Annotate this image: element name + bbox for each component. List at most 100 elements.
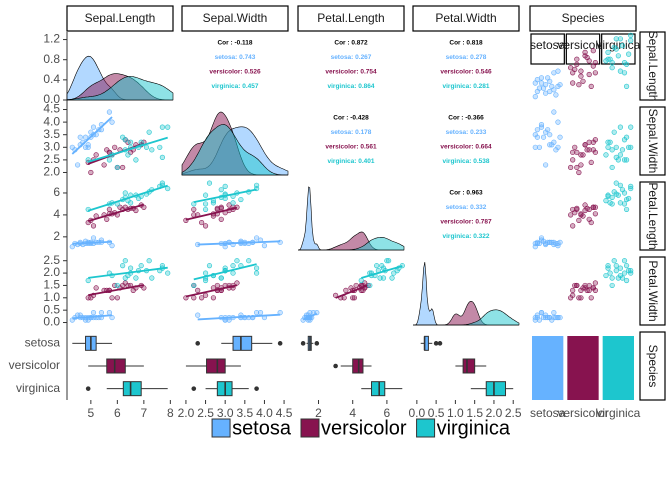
jitter-point	[605, 139, 611, 145]
y-tick-label: 4.5	[43, 102, 60, 116]
scatter-point	[109, 295, 115, 301]
jitter-point	[540, 85, 547, 91]
scatter-point	[386, 258, 392, 264]
scatter-point	[234, 258, 240, 264]
scatter-point	[191, 212, 197, 218]
y-tick-label: 0.8	[43, 52, 60, 66]
box	[352, 358, 364, 374]
jitter-point	[609, 65, 615, 71]
jitter-point	[623, 263, 630, 269]
jitter-point	[611, 189, 617, 195]
jitter-point	[588, 159, 594, 166]
jitter-point	[543, 241, 549, 248]
legend-label: virginica	[437, 417, 511, 439]
strip-label: Petal.Width	[435, 11, 496, 25]
correlation-group: versicolor: 0.754	[325, 69, 377, 76]
scatter-point	[109, 314, 115, 321]
scatter-point	[165, 124, 171, 130]
scatter-point	[202, 270, 209, 276]
jitter-point	[538, 310, 545, 316]
box-outlier	[333, 363, 338, 369]
y-tick-label: 1.2	[43, 32, 60, 46]
jitter-point	[570, 157, 576, 163]
density-area	[298, 237, 405, 251]
scatter-point	[195, 312, 201, 318]
scatter-point	[146, 258, 152, 264]
trend-line	[197, 240, 281, 246]
scatter-point	[159, 180, 165, 186]
jitter-point	[574, 164, 580, 171]
trend-line	[185, 206, 238, 221]
correlation-group: virginica: 0.281	[443, 83, 490, 90]
jitter-point	[576, 217, 582, 223]
scatter-point	[253, 235, 260, 241]
x-tick-label: 0.0	[409, 406, 426, 420]
scatter-point	[90, 124, 97, 130]
jitter-point	[568, 212, 574, 218]
scatter-point	[109, 243, 115, 249]
x-tick-label: 7	[141, 406, 148, 420]
correlation-group: setosa: 0.743	[215, 54, 256, 61]
box-outlier	[85, 386, 91, 391]
x-tick-label: 2.5	[505, 406, 522, 420]
jitter-point	[603, 198, 609, 204]
strip-label: Petal.Length	[317, 11, 384, 25]
scatter-point	[214, 282, 220, 289]
box-outlier	[300, 341, 306, 346]
scatter-point	[367, 282, 373, 289]
correlation-group: versicolor: 0.526	[209, 69, 261, 76]
scatter-point	[133, 275, 139, 281]
jitter-point	[592, 280, 598, 286]
correlation-overall: Cor : 0.872	[334, 40, 368, 47]
box	[371, 381, 386, 397]
scatter-point	[379, 263, 385, 269]
correlation-group: setosa: 0.332	[446, 204, 487, 211]
scatter-point	[202, 292, 209, 298]
scatter-point	[88, 169, 94, 176]
jitter-point	[609, 282, 615, 289]
scatter-point	[202, 192, 209, 198]
scatter-point	[218, 204, 224, 210]
scatter-point	[210, 295, 217, 301]
jitter-point	[540, 134, 547, 140]
correlation-group: setosa: 0.267	[331, 54, 372, 61]
scatter-point	[74, 162, 81, 168]
jitter-point	[574, 282, 580, 289]
scatter-point	[90, 235, 97, 241]
bar	[602, 336, 634, 400]
scatter-point	[206, 180, 213, 186]
scatter-point	[222, 244, 228, 250]
scatter-point	[128, 139, 134, 145]
strip-label: Sepal.Length	[85, 11, 156, 25]
scatter-point	[374, 263, 380, 269]
sub-strip-label: setosa	[530, 38, 566, 52]
trend-line	[87, 203, 145, 223]
strip-box	[639, 106, 666, 176]
jitter-point	[570, 292, 576, 298]
scatter-point	[120, 164, 126, 171]
jitter-point	[555, 314, 561, 321]
jitter-point	[588, 83, 594, 89]
jitter-point	[605, 49, 611, 56]
legend-swatch	[300, 418, 320, 438]
scatter-point	[112, 144, 118, 150]
jitter-point	[613, 180, 619, 186]
jitter-point	[534, 127, 540, 133]
jitter-point	[534, 239, 540, 245]
scatter-point	[202, 223, 209, 229]
scatter-point	[93, 152, 99, 158]
scatter-point	[362, 280, 368, 286]
jitter-point	[568, 65, 574, 71]
strip-box	[639, 31, 666, 101]
jitter-point	[549, 83, 555, 89]
box	[122, 381, 142, 397]
correlation-group: virginica: 0.864	[328, 83, 375, 90]
y-tick-label: 2.5	[43, 253, 60, 267]
sub-strip-box	[565, 33, 601, 65]
jitter-point	[613, 268, 619, 274]
jitter-point	[570, 149, 576, 155]
jitter-point	[553, 92, 559, 98]
jitter-point	[574, 149, 580, 155]
jitter-point	[615, 53, 621, 59]
